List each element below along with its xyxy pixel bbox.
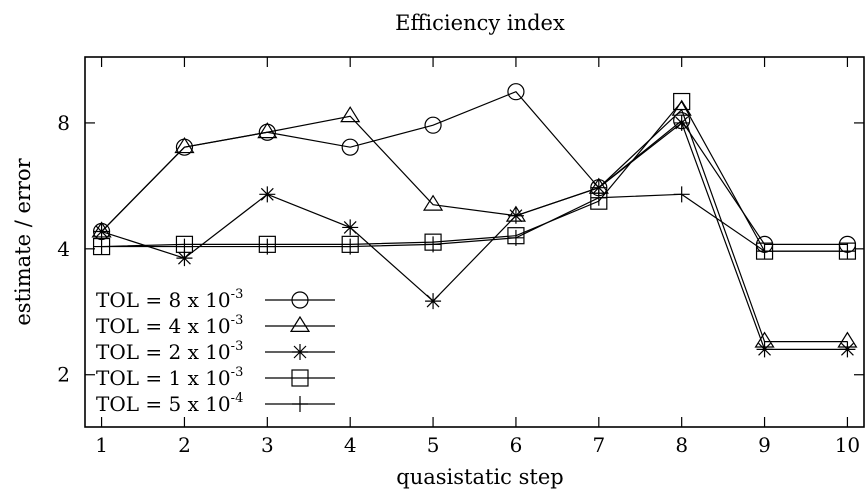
legend-marker: [292, 344, 308, 360]
x-tick-label: 5: [427, 433, 440, 457]
x-tick-label: 1: [95, 433, 108, 457]
data-point: [424, 116, 442, 134]
series-star: [93, 114, 856, 358]
data-point: [839, 341, 856, 358]
x-tick-label: 10: [835, 433, 860, 457]
legend-label: TOL = 1 x 10-3: [96, 365, 243, 390]
series-square: [92, 92, 857, 260]
legend-label: TOL = 8 x 10-3: [96, 287, 243, 312]
series-line: [101, 90, 848, 245]
data-point: [342, 238, 359, 255]
legend-label: TOL = 5 x 10-4: [96, 391, 243, 416]
data-point: [257, 122, 278, 139]
series-line: [101, 108, 848, 343]
x-tick-label: 2: [178, 433, 191, 457]
data-point: [259, 186, 276, 203]
data-point: [507, 207, 524, 224]
data-point: [673, 186, 690, 203]
data-point: [425, 293, 442, 310]
data-point: [174, 137, 195, 154]
y-tick-label: 2: [57, 363, 70, 387]
x-tick-label: 9: [758, 433, 771, 457]
data-point: [590, 189, 607, 206]
legend-marker: [291, 369, 309, 387]
chart-title: Efficiency index: [395, 11, 565, 35]
series-line: [101, 121, 848, 350]
data-point: [756, 243, 773, 260]
y-axis-title: estimate / error: [11, 157, 35, 325]
legend-entry: TOL = 2 x 10-3: [96, 339, 335, 364]
x-tick-label: 6: [510, 433, 523, 457]
series-circle: [92, 83, 857, 253]
data-point: [93, 223, 110, 240]
data-point: [590, 179, 607, 196]
legend-entry: TOL = 5 x 10-4: [96, 391, 335, 416]
series-line: [101, 100, 848, 252]
legend-entry: TOL = 4 x 10-3: [96, 313, 335, 338]
y-tick-label: 4: [57, 237, 70, 261]
legend-marker: [292, 396, 308, 412]
data-point: [425, 236, 442, 253]
data-point: [756, 341, 773, 358]
data-point: [259, 238, 276, 255]
data-point: [422, 194, 444, 211]
legend-entry: TOL = 1 x 10-3: [96, 365, 335, 390]
plot-frame: [84, 56, 865, 428]
data-point: [507, 229, 524, 246]
x-axis: 1 2 3 4 5 6 7 8 9 10: [95, 57, 860, 457]
data-point: [340, 106, 361, 123]
legend-label: TOL = 2 x 10-3: [96, 339, 243, 364]
x-axis-title: quasistatic step: [396, 465, 563, 489]
x-tick-label: 8: [675, 433, 688, 457]
data-point: [93, 238, 110, 255]
legend-marker: [291, 291, 309, 309]
data-point: [176, 238, 193, 255]
x-tick-label: 7: [592, 433, 605, 457]
series-layer: [91, 83, 858, 358]
data-point: [673, 92, 691, 111]
data-point: [341, 138, 359, 156]
data-point: [673, 114, 690, 131]
series-line: [101, 193, 848, 252]
data-point: [839, 243, 856, 260]
x-tick-label: 4: [344, 433, 357, 457]
data-point: [176, 250, 193, 267]
series-plus: [93, 186, 856, 260]
legend-marker: [289, 315, 311, 332]
data-point: [342, 219, 359, 236]
legend-entry: TOL = 8 x 10-3: [96, 287, 335, 312]
y-tick-label: 8: [57, 111, 70, 135]
x-tick-label: 3: [261, 433, 274, 457]
data-point: [507, 83, 525, 101]
legend-label: TOL = 4 x 10-3: [96, 313, 243, 338]
